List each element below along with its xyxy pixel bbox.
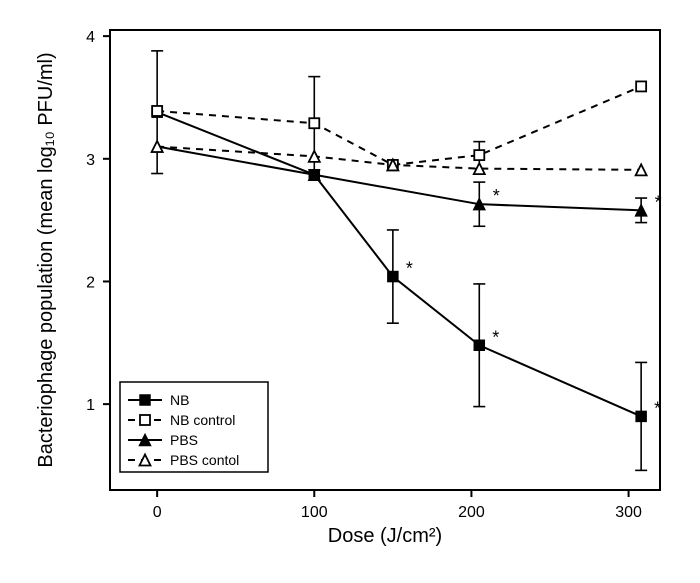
bacteriophage-dose-chart: 0 100 200 300 1 2 3 4 Dose (J/cm²) Bacteriophage … [0,0,700,583]
y-axis-label: Bacteriophage population (mean log₁₀ PFU… [35,52,57,467]
x-tick-label: 100 [301,504,328,521]
significance-marker: * [493,186,500,206]
significance-marker: * [654,398,661,418]
legend-label: PBS contol [170,452,239,468]
significance-marker: * [406,259,413,279]
y-tick-label: 1 [86,397,95,414]
legend-label: PBS [170,432,198,448]
significance-marker: * [492,327,499,347]
significance-marker: * [655,192,662,212]
x-tick-label: 200 [458,504,485,521]
y-tick-label: 3 [86,152,95,169]
x-tick-label: 300 [615,504,642,521]
legend-label: NB control [170,412,235,428]
x-tick-label: 0 [153,504,162,521]
y-tick-label: 2 [86,274,95,291]
legend: NB NB control PBS PBS contol [120,382,268,472]
x-axis-label: Dose (J/cm²) [328,525,442,547]
legend-label: NB [170,392,189,408]
y-tick-label: 4 [86,29,95,46]
